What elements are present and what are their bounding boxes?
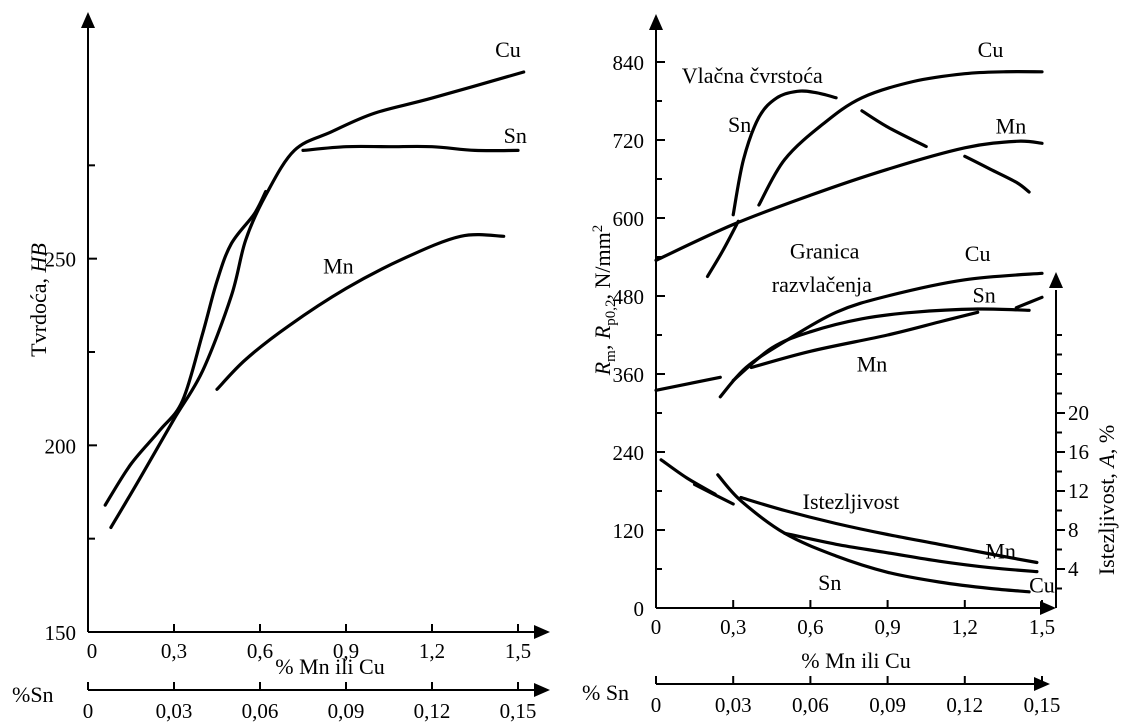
x-axis-arrow-icon [534, 625, 550, 639]
x2-tick-label: 0,03 [715, 693, 752, 717]
series-line-granica-razvlacenja-mn [749, 310, 980, 370]
y-tick-label: 720 [613, 129, 645, 153]
x-tick-label: 1,2 [952, 615, 978, 639]
series-line-vlacna-cvrstoca-sn [963, 154, 1031, 194]
series-line-sn [103, 189, 268, 507]
x2-tick-label: 0,12 [946, 693, 983, 717]
x-tick-label: 0 [87, 639, 98, 663]
series-line-istezljivost-sn [716, 473, 1031, 594]
annotation-granica: Granica [790, 238, 860, 263]
annotation-mn: Mn [985, 539, 1016, 564]
annotation-cu: Cu [965, 241, 991, 266]
annotation-razvlacenja: razvlačenja [772, 272, 872, 297]
series-line-sn [301, 144, 520, 153]
y-tick-label: 360 [613, 363, 645, 387]
x-tick-label: 0,6 [247, 639, 273, 663]
x-tick-label: 0,3 [161, 639, 187, 663]
strength-elongation-chart: 0 120 240 360 480 600 720 840 4 8 12 16 20 0 0,3 0,6 0,9… [582, 14, 1119, 717]
y2-axis-label: Istezljivost, A, % [1094, 425, 1119, 575]
annotation-cu: Cu [495, 37, 521, 62]
x2-tick-label: 0,06 [792, 693, 829, 717]
annotation-istezljivost: Istezljivost [803, 489, 900, 514]
series-line-vlacna-cvrstoca-sn [731, 89, 838, 217]
x2-axis-label: %Sn [12, 682, 54, 707]
x-tick-label: 1,2 [419, 639, 445, 663]
y2-tick-label: 8 [1068, 518, 1079, 542]
x2-tick-label: 0,06 [242, 699, 279, 723]
y2-tick-label: 12 [1068, 479, 1089, 503]
series-line-granica-razvlacenja-mn [654, 375, 722, 392]
x-tick-label: 0,6 [797, 615, 823, 639]
series-line-istezljivost-mn [739, 495, 1039, 565]
x2-axis-label: % Sn [582, 680, 629, 705]
x-tick-label: 0,3 [720, 615, 746, 639]
series-line-vlacna-cvrstoca-sn [860, 109, 928, 149]
x-tick-label: 0 [651, 615, 662, 639]
x-tick-label: 1,5 [505, 639, 531, 663]
series-line-istezljivost-cu [783, 531, 1039, 574]
x2-tick-label: 0 [83, 699, 94, 723]
x2-tick-label: 0 [651, 693, 662, 717]
annotation-mn: Mn [857, 351, 888, 376]
y-axis-label: Rm, Rp0,2, N/mm2 [590, 225, 619, 377]
y2-tick-label: 20 [1068, 401, 1089, 425]
y2-axis-arrow-icon [1049, 272, 1063, 288]
x2-tick-label: 0,12 [414, 699, 451, 723]
x-axis-label: % Mn ili Cu [801, 648, 910, 673]
y-tick-label: 200 [45, 434, 77, 458]
x2-tick-label: 0,03 [156, 699, 193, 723]
series-line-vlacna-cvrstoca-cu [757, 70, 1044, 207]
y2-tick-label: 16 [1068, 440, 1089, 464]
series-line-istezljivost-curve-15 [693, 482, 735, 506]
x-axis-arrow-icon [1040, 601, 1056, 615]
x-tick-label: 1,5 [1029, 615, 1055, 639]
annotation-vlacna-cvrstoca: Vlačna čvrstoća [682, 63, 823, 88]
x2-tick-label: 0,15 [1024, 693, 1061, 717]
x2-tick-label: 0,15 [500, 699, 537, 723]
x-tick-label: 0,9 [333, 639, 359, 663]
y-tick-label: 840 [613, 51, 645, 75]
y-tick-label: 150 [45, 621, 77, 645]
y-tick-label: 250 [45, 248, 77, 272]
hardness-chart: 150 200 250 0 0,3 0,6 0,9 1,2 1,5 0 0,03 0,06 0,09 0,… [12, 12, 550, 723]
y-tick-label: 600 [613, 207, 645, 231]
series-line-vlacna-cvrstoca-mn [654, 139, 1044, 262]
series-line-cu [109, 70, 526, 530]
annotation-sn: Sn [504, 123, 527, 148]
annotation-cu: Cu [978, 37, 1004, 62]
y-tick-label: 0 [634, 597, 645, 621]
x-axis-label: % Mn ili Cu [275, 654, 384, 679]
y-axis-arrow-icon [649, 14, 663, 30]
y-tick-label: 480 [613, 285, 645, 309]
series-line-vlacna-cvrstoca-sn [705, 219, 740, 279]
annotation-sn: Sn [818, 570, 841, 595]
annotation-sn: Sn [973, 283, 996, 308]
x2-tick-label: 0,09 [869, 693, 906, 717]
annotation-sn: Sn [728, 112, 751, 137]
y-axis-arrow-icon [81, 12, 95, 28]
y-axis-label: Tvrdoća, HB [26, 243, 51, 357]
annotation-cu: Cu [1029, 572, 1055, 597]
y-tick-label: 240 [613, 441, 645, 465]
x-tick-label: 0,9 [874, 615, 900, 639]
x2-tick-label: 0,09 [328, 699, 365, 723]
annotation-mn: Mn [996, 114, 1027, 139]
series-line-granica-razvlacenja-sn [1014, 295, 1044, 310]
y2-tick-label: 4 [1068, 557, 1079, 581]
series-line-granica-razvlacenja-sn [731, 307, 1031, 383]
series-line-mn [215, 233, 506, 391]
y-tick-label: 120 [613, 519, 645, 543]
x2-axis-arrow-icon [534, 683, 550, 697]
annotation-mn: Mn [323, 254, 354, 279]
